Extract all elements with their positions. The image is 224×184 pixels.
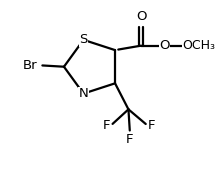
Text: Br: Br (23, 59, 37, 72)
Text: OCH₃: OCH₃ (183, 39, 216, 52)
Text: S: S (79, 33, 88, 46)
Text: O: O (159, 39, 169, 52)
Text: F: F (148, 119, 155, 132)
Text: F: F (126, 133, 134, 146)
Text: F: F (103, 119, 111, 132)
Text: O: O (136, 10, 146, 23)
Text: N: N (79, 87, 88, 100)
